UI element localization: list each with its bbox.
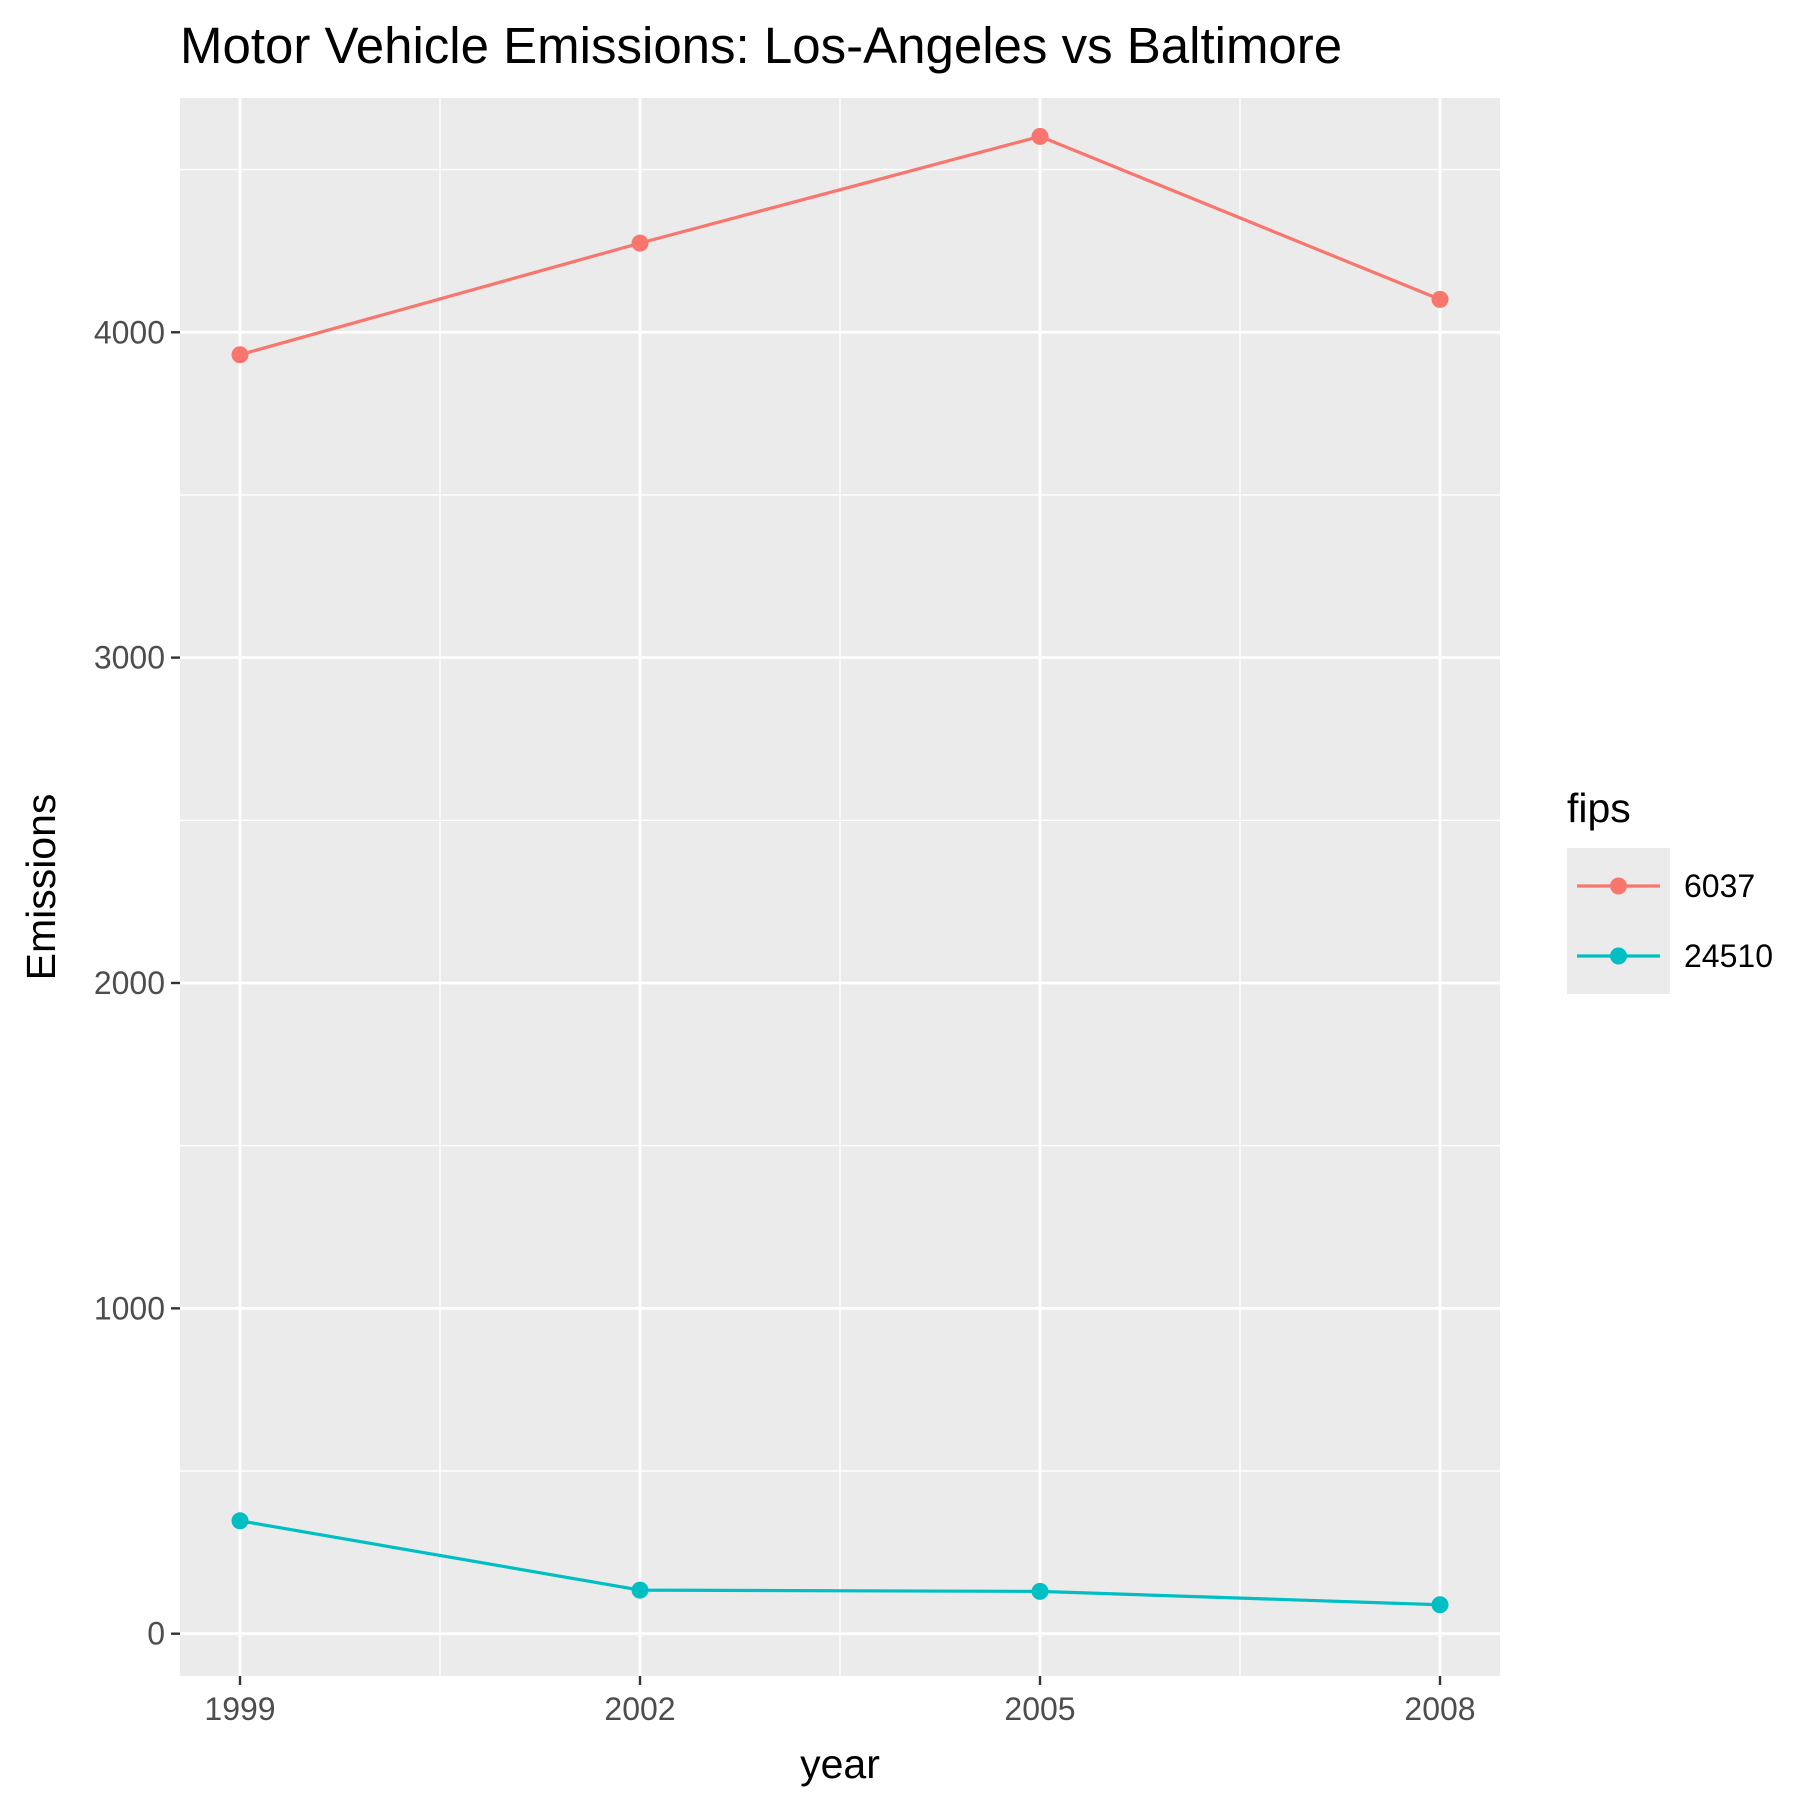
data-point-24510-1999 <box>231 1512 249 1530</box>
y-tick-label: 4000 <box>94 314 165 350</box>
legend: fips 6037 24510 <box>1567 785 1773 994</box>
x-tick-label: 1999 <box>204 1691 275 1727</box>
grid-lines <box>180 98 1500 1676</box>
data-point-24510-2002 <box>631 1581 649 1599</box>
legend-key-background <box>1567 848 1670 994</box>
legend-title: fips <box>1567 785 1631 831</box>
legend-label-24510: 24510 <box>1684 938 1773 974</box>
x-axis-title: year <box>800 1741 880 1787</box>
axes: 0 1000 2000 3000 4000 1999 2002 2005 2008 <box>94 314 1476 1727</box>
data-point-6037-1999 <box>231 346 249 364</box>
data-point-24510-2008 <box>1431 1596 1449 1614</box>
y-tick-label: 0 <box>147 1616 165 1652</box>
y-tick-label: 2000 <box>94 965 165 1001</box>
data-point-6037-2002 <box>631 234 649 252</box>
series-line-24510 <box>239 1519 1441 1607</box>
x-tick-label: 2008 <box>1404 1691 1475 1727</box>
legend-key-point-6037 <box>1610 877 1627 895</box>
x-tick-label: 2005 <box>1004 1691 1075 1727</box>
legend-label-6037: 6037 <box>1684 868 1755 904</box>
y-axis-title: Emissions <box>18 794 64 981</box>
series-lines <box>231 127 1449 1614</box>
x-tick-label: 2002 <box>604 1691 675 1727</box>
chart-title: Motor Vehicle Emissions: Los-Angeles vs … <box>180 17 1342 74</box>
series-line-6037 <box>239 134 1441 357</box>
legend-items: 6037 24510 <box>1577 868 1773 974</box>
legend-key-point-24510 <box>1610 947 1627 965</box>
data-point-6037-2008 <box>1431 290 1449 308</box>
y-tick-label: 3000 <box>94 640 165 676</box>
y-tick-label: 1000 <box>94 1290 165 1326</box>
data-point-6037-2005 <box>1031 127 1049 145</box>
data-point-24510-2005 <box>1031 1582 1049 1600</box>
